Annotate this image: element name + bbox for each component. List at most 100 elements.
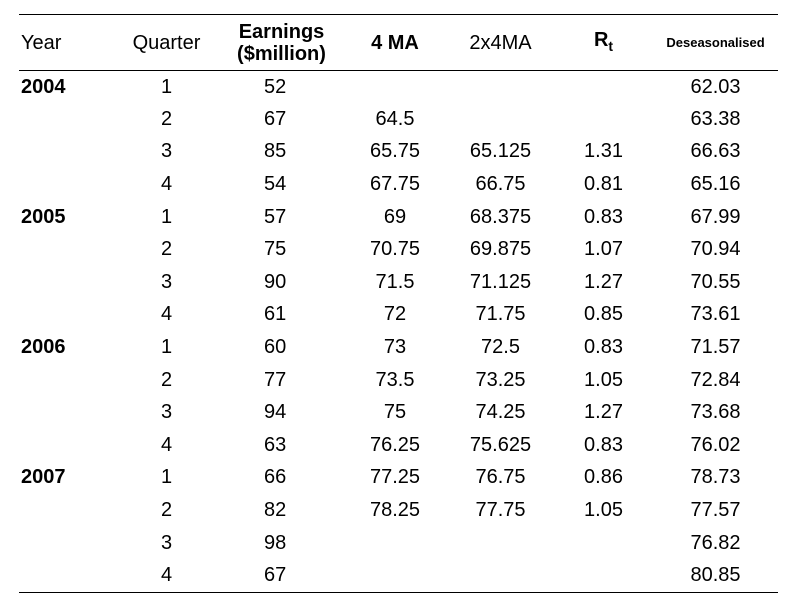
table-row: 4 54 67.75 66.75 0.81 65.16 — [19, 168, 778, 201]
table-row: 2006 1 60 73 72.5 0.83 71.57 — [19, 331, 778, 364]
cell-deseasonalised: 72.84 — [690, 368, 741, 391]
cell-2x4ma: 69.875 — [469, 238, 532, 261]
cell-deseasonalised: 71.57 — [690, 336, 741, 359]
header-2x4ma: 2x4MA — [447, 14, 554, 71]
cell-quarter: 3 — [160, 140, 173, 163]
cell-deseasonalised: 78.73 — [690, 466, 741, 489]
cell-quarter: 3 — [160, 401, 173, 424]
cell-4ma: 67.75 — [369, 173, 421, 196]
header-rt-subscript: t — [608, 37, 614, 54]
cell-earnings: 60 — [264, 336, 287, 359]
cell-2x4ma — [447, 527, 554, 560]
table-body: 2004 1 52 62.03 2 67 64.5 63.38 3 85 65.75 65.125 1.… — [19, 71, 778, 593]
cell-rt — [554, 103, 653, 136]
header-deseasonalised: Deseasonalised — [653, 14, 778, 71]
cell-year — [19, 299, 113, 332]
cell-deseasonalised: 70.94 — [690, 238, 741, 261]
cell-deseasonalised: 80.85 — [653, 559, 778, 593]
cell-4ma: 65.75 — [369, 140, 421, 163]
cell-quarter: 3 — [160, 531, 173, 554]
table-row: 3 90 71.5 71.125 1.27 70.55 — [19, 266, 778, 299]
table-header: Year Quarter Earnings ($million) 4 MA 2x… — [19, 14, 778, 71]
cell-year — [19, 364, 113, 397]
cell-earnings: 98 — [264, 531, 287, 554]
cell-quarter: 2 — [160, 368, 173, 391]
table-row: 4 63 76.25 75.625 0.83 76.02 — [19, 429, 778, 462]
header-4ma: 4 MA — [343, 14, 447, 71]
cell-2x4ma: 66.75 — [475, 173, 526, 196]
cell-rt: 1.05 — [584, 368, 623, 391]
cell-year — [19, 136, 113, 169]
cell-deseasonalised: 76.82 — [690, 531, 741, 554]
cell-rt: 1.31 — [584, 140, 623, 163]
cell-deseasonalised: 62.03 — [690, 75, 741, 98]
table-row: 2 82 78.25 77.75 1.05 77.57 — [19, 494, 778, 527]
cell-year — [19, 233, 113, 266]
table-row: 2005 1 57 69 68.375 0.83 67.99 — [19, 201, 778, 234]
cell-quarter: 4 — [160, 433, 173, 456]
cell-4ma: 71.5 — [375, 270, 415, 293]
cell-earnings: 52 — [264, 75, 287, 98]
table-row: 3 85 65.75 65.125 1.31 66.63 — [19, 136, 778, 169]
cell-year — [19, 266, 113, 299]
cell-quarter: 4 — [113, 559, 220, 593]
cell-year: 2007 — [21, 466, 66, 489]
cell-4ma: 64.5 — [375, 107, 415, 130]
cell-earnings: 61 — [264, 303, 287, 326]
cell-earnings: 90 — [264, 270, 287, 293]
cell-quarter: 1 — [160, 466, 173, 489]
cell-quarter: 4 — [160, 173, 173, 196]
header-quarter: Quarter — [113, 14, 220, 71]
cell-2x4ma: 75.625 — [469, 433, 532, 456]
cell-earnings: 94 — [264, 401, 287, 424]
cell-deseasonalised: 70.55 — [690, 270, 741, 293]
cell-quarter: 1 — [160, 75, 173, 98]
cell-year — [19, 396, 113, 429]
cell-earnings: 75 — [264, 238, 287, 261]
cell-deseasonalised: 66.63 — [690, 140, 741, 163]
cell-earnings: 63 — [264, 433, 287, 456]
cell-rt: 1.05 — [584, 499, 623, 522]
cell-rt — [554, 527, 653, 560]
cell-2x4ma: 77.75 — [475, 499, 526, 522]
cell-quarter: 4 — [160, 303, 173, 326]
cell-2x4ma: 72.5 — [481, 336, 520, 359]
cell-year: 2005 — [21, 205, 66, 228]
cell-earnings: 57 — [264, 205, 287, 228]
cell-deseasonalised: 76.02 — [690, 433, 741, 456]
cell-4ma: 72 — [383, 303, 407, 326]
cell-earnings: 54 — [264, 173, 287, 196]
cell-earnings: 85 — [264, 140, 287, 163]
cell-quarter: 3 — [160, 270, 173, 293]
cell-rt — [554, 559, 653, 593]
cell-earnings: 67 — [264, 107, 287, 130]
cell-4ma: 69 — [383, 205, 407, 228]
cell-deseasonalised: 73.68 — [690, 401, 741, 424]
cell-earnings: 82 — [264, 499, 287, 522]
cell-2x4ma: 71.75 — [475, 303, 526, 326]
cell-2x4ma — [447, 71, 554, 104]
table-row: 2 77 73.5 73.25 1.05 72.84 — [19, 364, 778, 397]
cell-2x4ma: 68.375 — [469, 205, 532, 228]
cell-earnings: 67 — [220, 559, 343, 593]
cell-deseasonalised: 67.99 — [690, 205, 741, 228]
cell-quarter: 1 — [160, 336, 173, 359]
cell-2x4ma: 73.25 — [475, 368, 526, 391]
table-row: 3 98 76.82 — [19, 527, 778, 560]
table-row: 3 94 75 74.25 1.27 73.68 — [19, 396, 778, 429]
cell-quarter: 2 — [160, 107, 173, 130]
header-earnings-line2: ($million) — [237, 42, 326, 65]
header-row: Year Quarter Earnings ($million) 4 MA 2x… — [19, 14, 778, 71]
header-rt-main: R — [593, 28, 609, 51]
table-row: 4 67 80.85 — [19, 559, 778, 593]
cell-year — [19, 559, 113, 593]
cell-quarter: 1 — [160, 205, 173, 228]
earnings-table: Year Quarter Earnings ($million) 4 MA 2x… — [19, 14, 778, 593]
header-earnings: Earnings ($million) — [220, 14, 343, 71]
cell-deseasonalised: 73.61 — [690, 303, 741, 326]
cell-4ma: 70.75 — [369, 238, 421, 261]
table-row: 2 75 70.75 69.875 1.07 70.94 — [19, 233, 778, 266]
cell-rt: 0.85 — [584, 303, 623, 326]
table-row: 2004 1 52 62.03 — [19, 71, 778, 104]
cell-4ma — [343, 559, 447, 593]
